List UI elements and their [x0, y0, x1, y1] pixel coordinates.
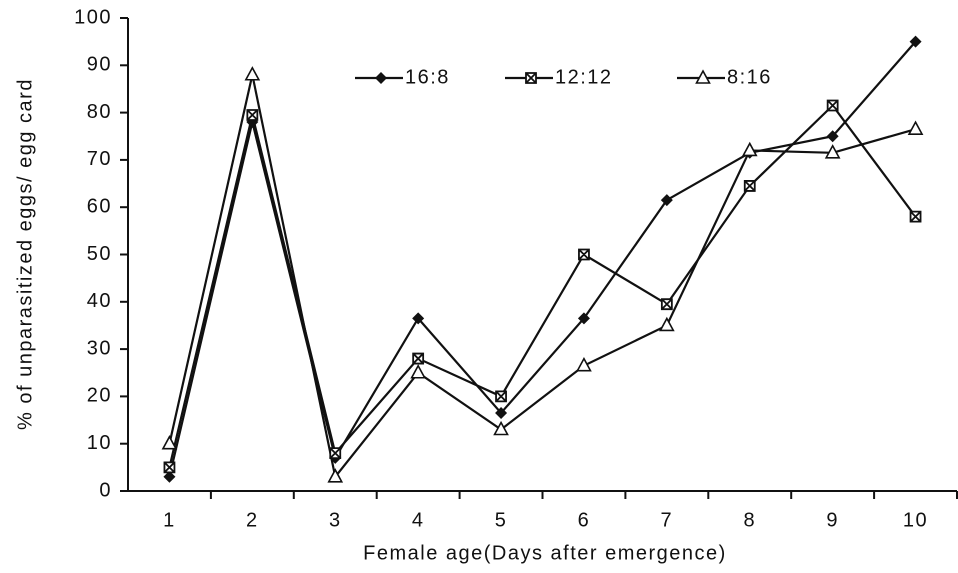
- data-point: [163, 470, 176, 483]
- data-point: [576, 356, 592, 372]
- y-axis-label: % of unparasitized eggs/ egg card: [14, 78, 36, 430]
- data-point: [659, 316, 675, 332]
- data-point: [163, 461, 176, 474]
- x-tick-label: 5: [495, 509, 508, 531]
- data-point: [329, 447, 342, 460]
- data-point: [495, 406, 508, 419]
- legend-label: 8:16: [727, 66, 772, 88]
- legend-label: 16:8: [405, 66, 450, 88]
- legend-marker: [375, 72, 387, 84]
- x-tick-label: 8: [743, 509, 756, 531]
- data-point: [826, 99, 839, 112]
- data-point: [246, 109, 259, 121]
- data-point: [327, 468, 344, 483]
- data-point: [909, 35, 922, 48]
- data-point: [410, 364, 426, 379]
- data-point: [412, 352, 425, 365]
- x-axis-label: Female age(Days after emergence): [363, 542, 727, 564]
- y-tick-label: 20: [87, 385, 112, 407]
- y-tick-label: 80: [87, 101, 112, 123]
- y-tick-label: 30: [87, 337, 112, 359]
- legend-marker: [525, 72, 537, 84]
- data-point: [907, 120, 924, 135]
- x-tick-label: 9: [826, 509, 839, 531]
- y-tick-label: 40: [87, 290, 112, 312]
- y-tick-label: 60: [87, 195, 112, 217]
- data-point: [909, 210, 922, 223]
- series-line: [168, 40, 917, 478]
- data-point: [826, 130, 839, 143]
- y-tick-label: 10: [87, 432, 112, 454]
- data-point: [660, 194, 673, 207]
- legend-marker: [695, 69, 711, 84]
- data-point: [741, 141, 758, 157]
- x-tick-label: 10: [903, 509, 928, 531]
- data-point: [161, 435, 178, 450]
- legend-label: 12:12: [555, 66, 613, 88]
- data-point: [244, 66, 261, 81]
- series-line: [168, 103, 917, 468]
- y-tick-label: 0: [99, 479, 112, 501]
- y-tick-label: 50: [87, 243, 112, 265]
- y-tick-label: 70: [87, 148, 112, 170]
- data-point: [660, 298, 673, 311]
- x-tick-label: 1: [163, 509, 176, 531]
- series-line: [168, 74, 916, 480]
- data-point: [578, 248, 590, 261]
- x-tick-label: 7: [661, 509, 674, 531]
- x-tick-label: 4: [412, 509, 425, 531]
- x-tick-label: 6: [578, 509, 591, 531]
- data-point: [493, 420, 509, 436]
- y-tick-label: 100: [74, 6, 112, 28]
- data-point: [743, 180, 756, 192]
- data-point: [495, 390, 507, 403]
- y-tick-label: 90: [87, 54, 112, 76]
- data-point: [824, 144, 841, 159]
- x-tick-label: 3: [329, 509, 342, 531]
- data-point: [577, 312, 590, 325]
- data-point: [412, 312, 425, 325]
- x-tick-label: 2: [246, 509, 259, 531]
